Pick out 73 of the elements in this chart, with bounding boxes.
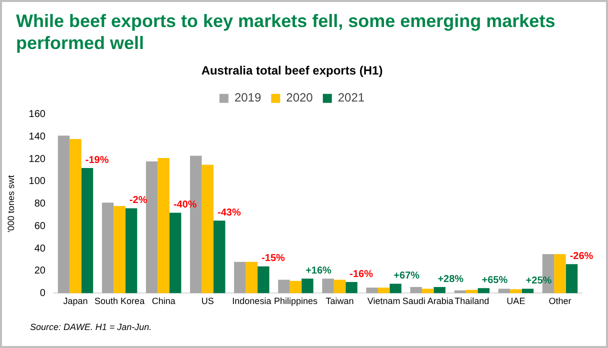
legend-label: 2021 [338, 90, 365, 105]
bar [70, 138, 82, 294]
bar [81, 168, 94, 294]
bar [498, 288, 510, 294]
y-tick-label: 60 [34, 220, 46, 232]
annotation: -15% [262, 253, 286, 264]
bar [566, 264, 578, 294]
y-tick-label: 40 [34, 243, 46, 254]
bar [246, 262, 258, 294]
annotation: -26% [570, 250, 594, 262]
bar [346, 282, 358, 294]
source-note: Source: DAWE. H1 = Jan-Jun. [30, 322, 152, 332]
x-tick-label: Indonesia [232, 296, 272, 306]
bar [278, 280, 290, 294]
bar [378, 288, 390, 294]
bar [554, 254, 566, 294]
bar [214, 220, 226, 294]
annotation: +67% [394, 270, 420, 282]
annotation: -16% [350, 268, 374, 280]
y-tick-label: 20 [34, 266, 46, 277]
bar [58, 136, 70, 294]
x-tick-label: Japan [63, 296, 88, 306]
x-tick-label: Taiwan [326, 296, 354, 306]
bar [234, 262, 246, 294]
annotation: +16% [306, 265, 332, 276]
bar [366, 288, 378, 294]
x-tick-label: Vietnam [367, 296, 400, 306]
bar [522, 288, 534, 294]
x-tick-label: Thailand [454, 296, 490, 306]
chart-title: While beef exports to key markets fell, some emerging markets performed well [16, 10, 556, 54]
annotation: +25% [526, 275, 552, 286]
bar [422, 288, 434, 294]
bar [434, 287, 446, 294]
bar [146, 161, 158, 294]
x-tick-label: South Korea [94, 296, 145, 306]
x-tick-label: China [152, 296, 176, 306]
bar [334, 280, 346, 294]
y-tick-label: 0 [40, 288, 46, 299]
bar [169, 212, 182, 294]
annotation: -43% [218, 207, 241, 218]
bar [466, 290, 478, 294]
y-tick-label: 120 [28, 154, 46, 165]
bar [202, 164, 214, 294]
y-tick-label: 80 [34, 198, 46, 210]
bar [290, 280, 302, 294]
y-axis-title: '000 tones swt [6, 174, 16, 232]
bar [158, 158, 170, 294]
bar [410, 287, 422, 294]
x-tick-label: Philippines [274, 296, 318, 306]
y-tick-label: 160 [28, 109, 46, 120]
annotation: +65% [482, 274, 508, 286]
annotation: -19% [85, 154, 109, 166]
legend-label: 2020 [286, 90, 314, 105]
annotation: +28% [438, 274, 464, 285]
x-tick-label: US [201, 296, 214, 306]
bar [102, 202, 114, 294]
bar [302, 278, 314, 294]
legend-label: 2019 [234, 90, 262, 105]
annotation: -40% [173, 199, 197, 210]
bar [478, 288, 490, 294]
y-tick-label: 140 [28, 132, 46, 142]
x-tick-label: Saudi Arabia [402, 296, 454, 306]
bar [125, 208, 138, 294]
y-tick-label: 100 [28, 176, 46, 188]
x-tick-label: Other [548, 296, 572, 306]
annotation: -2% [129, 195, 148, 206]
bar [258, 266, 270, 294]
chart-subtitle: Australia total beef exports (H1) [201, 64, 383, 78]
x-tick-label: UAE [506, 296, 526, 306]
bar [114, 206, 126, 294]
bar [390, 284, 402, 294]
bar [322, 278, 334, 294]
bar [510, 289, 522, 294]
